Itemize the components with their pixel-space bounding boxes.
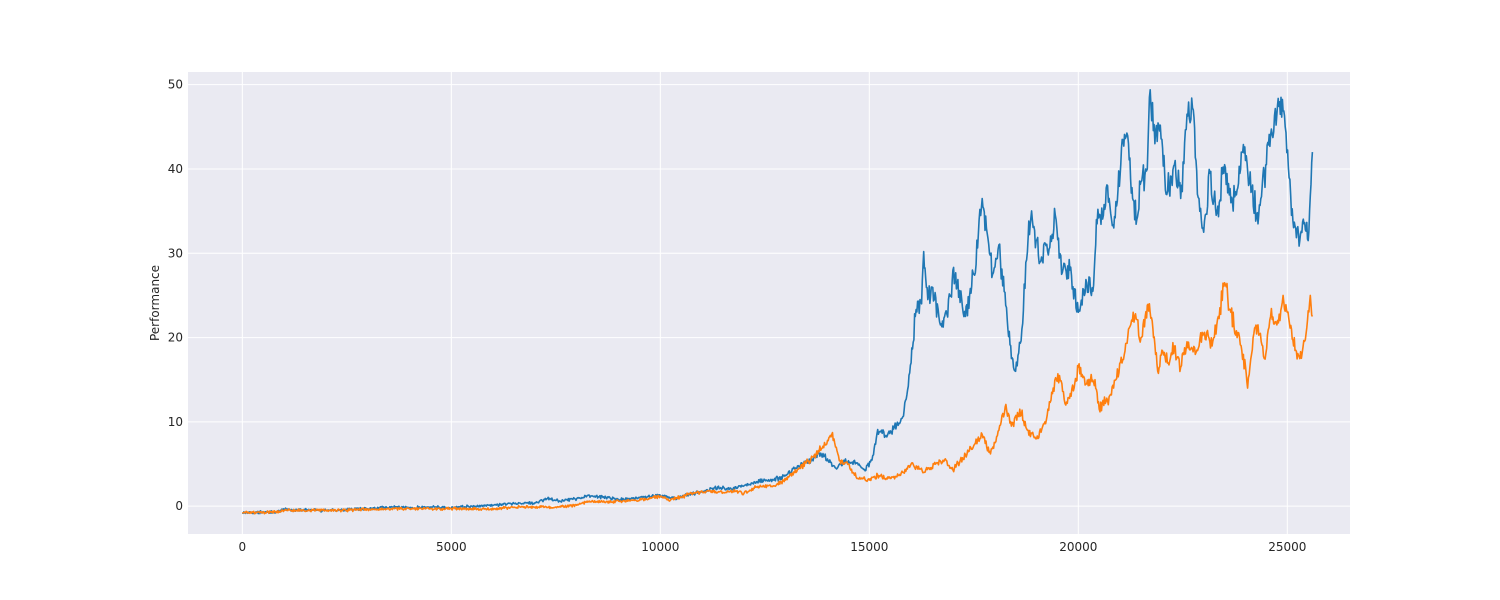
y-axis-title: Performance: [148, 265, 162, 341]
x-tick-label: 20000: [1059, 540, 1097, 554]
y-tick-label: 50: [168, 78, 183, 92]
series-lines: [241, 89, 1314, 515]
y-tick-label: 10: [168, 415, 183, 429]
y-tick-label: 40: [168, 162, 183, 176]
plot-area-background: [188, 72, 1350, 534]
x-tick-label: 10000: [641, 540, 679, 554]
y-tick-label: 20: [168, 331, 183, 345]
x-tick-label: 0: [239, 540, 247, 554]
y-axis-tick-labels: 0 10 20 30 40 50: [168, 78, 183, 514]
y-tick-label: 30: [168, 246, 183, 260]
y-tick-label: 0: [175, 499, 183, 513]
series-line-1: [241, 89, 1314, 515]
x-axis-tick-labels: 0 5000 10000 15000 20000 25000: [239, 540, 1307, 554]
series-line-2: [242, 281, 1314, 515]
x-tick-label: 25000: [1268, 540, 1306, 554]
x-tick-label: 15000: [850, 540, 888, 554]
x-tick-label: 5000: [436, 540, 467, 554]
